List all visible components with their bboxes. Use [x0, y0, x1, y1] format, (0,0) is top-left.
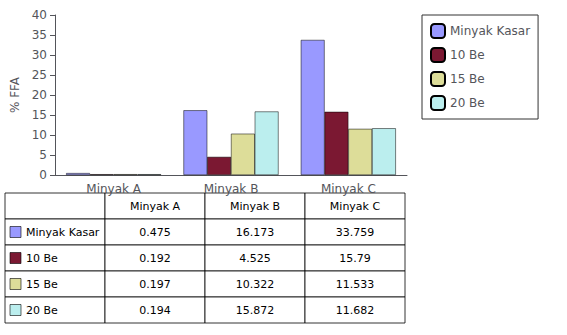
svg-text:Minyak Kasar: Minyak Kasar: [450, 24, 530, 38]
svg-text:0.192: 0.192: [139, 252, 171, 265]
svg-text:0.475: 0.475: [139, 226, 171, 239]
svg-text:16.173: 16.173: [236, 226, 275, 239]
svg-text:0.197: 0.197: [139, 278, 171, 291]
svg-text:15: 15: [32, 108, 47, 122]
svg-text:5: 5: [39, 148, 47, 162]
svg-text:20 Be: 20 Be: [26, 304, 58, 317]
svg-text:15 Be: 15 Be: [26, 278, 58, 291]
svg-text:35: 35: [32, 28, 47, 42]
svg-text:% FFA: % FFA: [8, 76, 22, 113]
svg-text:20: 20: [32, 88, 47, 102]
svg-text:Minyak B: Minyak B: [204, 182, 259, 196]
svg-text:10 Be: 10 Be: [450, 48, 485, 62]
svg-text:Minyak C: Minyak C: [330, 200, 381, 213]
svg-text:0: 0: [39, 168, 47, 182]
svg-text:15.79: 15.79: [339, 252, 371, 265]
svg-text:Minyak C: Minyak C: [321, 182, 376, 196]
svg-text:10 Be: 10 Be: [26, 252, 58, 265]
svg-text:4.525: 4.525: [239, 252, 271, 265]
svg-text:40: 40: [32, 8, 47, 22]
svg-text:11.682: 11.682: [336, 304, 375, 317]
svg-text:10: 10: [32, 128, 47, 142]
svg-text:15.872: 15.872: [236, 304, 275, 317]
svg-text:11.533: 11.533: [336, 278, 375, 291]
svg-text:0.194: 0.194: [139, 304, 171, 317]
svg-text:20 Be: 20 Be: [450, 96, 485, 110]
svg-text:Minyak Kasar: Minyak Kasar: [26, 226, 100, 239]
svg-text:33.759: 33.759: [336, 226, 375, 239]
svg-text:25: 25: [32, 68, 47, 82]
svg-text:Minyak A: Minyak A: [86, 182, 142, 196]
svg-text:Minyak B: Minyak B: [230, 200, 280, 213]
svg-text:30: 30: [32, 48, 47, 62]
svg-text:15 Be: 15 Be: [450, 72, 485, 86]
svg-text:Minyak A: Minyak A: [130, 200, 181, 213]
svg-text:10.322: 10.322: [236, 278, 275, 291]
